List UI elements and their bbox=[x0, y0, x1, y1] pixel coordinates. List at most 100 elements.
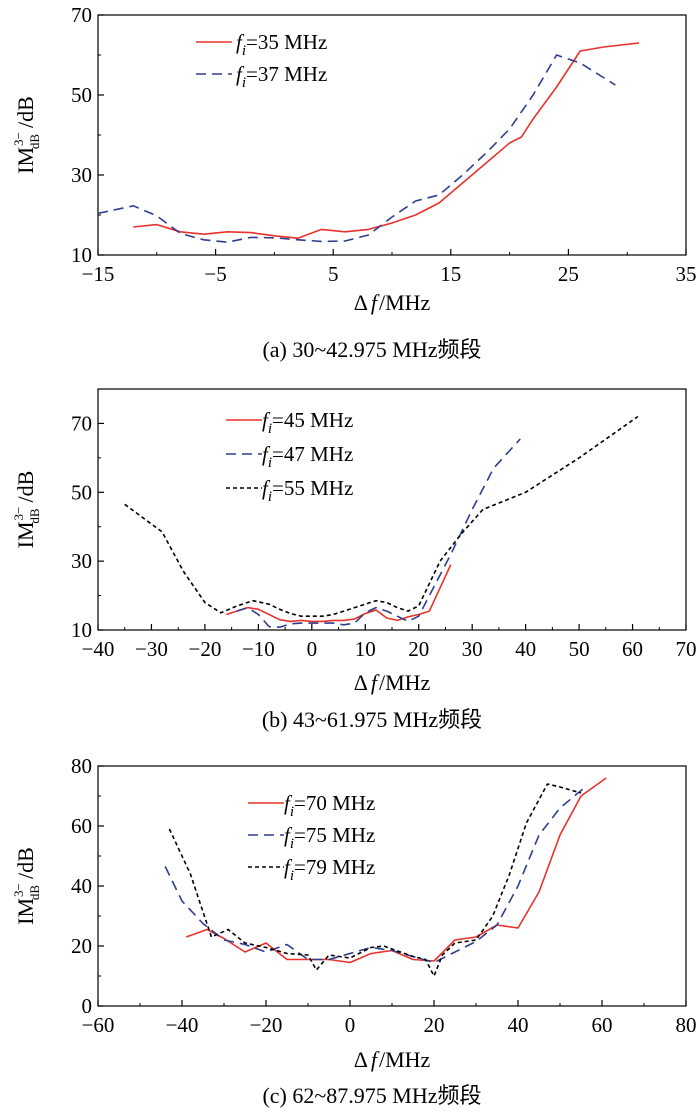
y-label-sub: dB bbox=[27, 885, 42, 901]
y-tick-label: 50 bbox=[71, 480, 92, 504]
x-tick-label: 35 bbox=[676, 262, 697, 286]
x-tick-label: 70 bbox=[676, 637, 697, 661]
plot-frame bbox=[97, 14, 687, 256]
y-tick-label: 30 bbox=[71, 549, 92, 573]
y-tick-label: 10 bbox=[71, 618, 92, 642]
panel-caption: (c) 62~87.975 MHz频段 bbox=[262, 1083, 481, 1108]
x-tick-label: −5 bbox=[204, 262, 226, 286]
y-tick-label: 30 bbox=[71, 163, 92, 187]
series-line-1 bbox=[236, 438, 521, 629]
series-line-1 bbox=[164, 786, 586, 964]
x-label-delta: Δ bbox=[354, 670, 368, 695]
x-tick-label: 30 bbox=[462, 637, 483, 661]
y-tick-label: 10 bbox=[71, 243, 92, 267]
y-axis-label: IM3−dB/dB bbox=[11, 471, 42, 549]
legend-entry-2: fi=55 MHz bbox=[262, 476, 353, 505]
y-label-sub: dB bbox=[27, 508, 42, 524]
plot-frame bbox=[97, 765, 687, 1007]
y-label-im: IM bbox=[13, 521, 38, 548]
x-tick-label: 0 bbox=[307, 637, 318, 661]
x-label-unit: /MHz bbox=[379, 290, 431, 315]
series-line-0 bbox=[185, 777, 607, 964]
legend-value: =45 MHz bbox=[272, 408, 353, 432]
x-tick-label: 0 bbox=[345, 1013, 356, 1037]
x-label-delta: Δ bbox=[354, 1047, 368, 1072]
x-tick-label: 20 bbox=[408, 637, 429, 661]
legend-value: =37 MHz bbox=[246, 62, 327, 86]
x-tick-label: 80 bbox=[676, 1013, 697, 1037]
plot-frame bbox=[97, 388, 687, 631]
x-tick-label: 10 bbox=[355, 637, 376, 661]
legend-sub: i bbox=[290, 868, 294, 884]
series-line-0 bbox=[226, 564, 452, 623]
y-label-sup: 3− bbox=[11, 883, 26, 897]
y-tick-label: 70 bbox=[71, 411, 92, 435]
legend-sub: i bbox=[242, 43, 246, 59]
legend-value: =75 MHz bbox=[294, 823, 375, 847]
y-tick-label: 0 bbox=[82, 994, 93, 1018]
x-label-unit: /MHz bbox=[379, 1047, 431, 1072]
y-tick-label: 70 bbox=[71, 3, 92, 27]
legend-sub: i bbox=[268, 455, 272, 471]
legend-f: f bbox=[284, 855, 293, 879]
legend-sub: i bbox=[290, 836, 294, 852]
x-tick-label: 40 bbox=[508, 1013, 529, 1037]
legend-f: f bbox=[284, 791, 293, 815]
y-tick-label: 60 bbox=[71, 814, 92, 838]
legend-f: f bbox=[284, 823, 293, 847]
series-line-1 bbox=[97, 54, 616, 243]
x-tick-label: −10 bbox=[242, 637, 275, 661]
y-axis-label: IM3−dB/dB bbox=[11, 847, 42, 925]
legend-f: f bbox=[236, 62, 245, 86]
legend-entry-0: fi=45 MHz bbox=[262, 408, 353, 437]
x-tick-label: −60 bbox=[82, 1013, 115, 1037]
x-label-delta: Δ bbox=[354, 290, 368, 315]
y-label-unit: /dB bbox=[13, 847, 38, 879]
x-tick-label: 60 bbox=[622, 637, 643, 661]
x-tick-label: 15 bbox=[440, 262, 461, 286]
panel-caption: (b) 43~61.975 MHz频段 bbox=[262, 707, 482, 732]
x-tick-label: 60 bbox=[592, 1013, 613, 1037]
y-label-sup: 3− bbox=[11, 507, 26, 521]
x-tick-label: −40 bbox=[82, 637, 115, 661]
legend-entry-0: fi=35 MHz bbox=[236, 30, 327, 59]
legend-entry-1: fi=47 MHz bbox=[262, 442, 353, 471]
x-tick-label: 25 bbox=[558, 262, 579, 286]
y-tick-label: 20 bbox=[71, 934, 92, 958]
legend-f: f bbox=[236, 30, 245, 54]
x-tick-label: −20 bbox=[250, 1013, 283, 1037]
legend-value: =47 MHz bbox=[272, 442, 353, 466]
series-line-2 bbox=[168, 783, 582, 977]
legend-entry-2: fi=79 MHz bbox=[284, 855, 375, 884]
x-label-f: f bbox=[371, 290, 380, 315]
panel-caption: (a) 30~42.975 MHz频段 bbox=[262, 337, 481, 362]
x-label-f: f bbox=[371, 670, 380, 695]
legend-entry-0: fi=70 MHz bbox=[284, 791, 375, 820]
y-label-im: IM bbox=[13, 898, 38, 925]
legend-f: f bbox=[262, 408, 271, 432]
legend-entry-1: fi=75 MHz bbox=[284, 823, 375, 852]
legend-value: =70 MHz bbox=[294, 791, 375, 815]
x-tick-label: −30 bbox=[135, 637, 168, 661]
legend-value: =35 MHz bbox=[246, 30, 327, 54]
x-tick-label: 50 bbox=[569, 637, 590, 661]
legend-sub: i bbox=[242, 75, 246, 91]
y-tick-label: 50 bbox=[71, 83, 92, 107]
y-label-unit: /dB bbox=[13, 471, 38, 503]
y-axis-label: IM3−dB/dB bbox=[11, 96, 42, 174]
series-line-0 bbox=[133, 42, 640, 239]
x-label-unit: /MHz bbox=[379, 670, 431, 695]
x-tick-label: 20 bbox=[424, 1013, 445, 1037]
legend-sub: i bbox=[268, 489, 272, 505]
legend-value: =55 MHz bbox=[272, 476, 353, 500]
legend-entry-1: fi=37 MHz bbox=[236, 62, 327, 91]
legend-sub: i bbox=[290, 804, 294, 820]
y-tick-label: 80 bbox=[71, 754, 92, 778]
legend-f: f bbox=[262, 442, 271, 466]
x-tick-label: −20 bbox=[188, 637, 221, 661]
